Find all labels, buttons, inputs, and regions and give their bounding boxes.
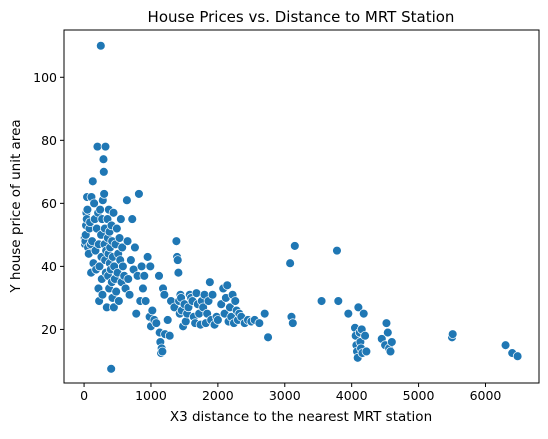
data-point [385,346,396,357]
chart-title: House Prices vs. Distance to MRT Station [148,8,455,26]
data-point [159,290,170,300]
data-point [162,315,173,325]
data-point [381,318,392,328]
data-point [383,327,393,338]
data-point [139,271,150,281]
data-point [82,204,93,215]
data-point [263,332,273,343]
x-axis-label: X3 distance to the nearest MRT station [170,409,432,425]
y-tick-label: 60 [41,196,57,211]
data-point [332,245,342,256]
data-point [171,236,182,246]
data-point [360,330,370,341]
plot-frame [63,29,540,384]
data-point [111,286,121,297]
data-point [94,261,105,272]
data-point [96,41,106,51]
data-point [88,176,98,187]
data-point [512,351,523,361]
data-point [136,261,147,272]
data-point [230,296,241,306]
data-point [213,315,223,325]
data-point [140,296,151,306]
data-point [154,271,164,281]
data-point [361,346,372,357]
data-point [447,329,458,339]
data-point [181,316,191,327]
y-tick-label: 40 [41,259,57,274]
data-point [106,364,116,374]
data-point [285,258,295,268]
x-tick-label: 5000 [403,388,435,403]
data-point [142,252,153,262]
data-point [147,305,158,316]
data-point [92,141,103,152]
y-axis-label: Y house price of unit area [8,119,24,293]
data-point [127,214,137,224]
x-tick-label: 0 [80,388,88,403]
y-tick-label: 20 [41,322,57,337]
data-point [130,242,140,253]
x-tick-label: 4000 [336,388,368,403]
data-point [358,308,369,319]
data-point [222,280,232,291]
data-point [122,236,133,246]
x-tick-label: 6000 [470,388,502,403]
data-point [131,308,142,319]
data-point [138,283,148,294]
data-point [259,308,270,319]
data-point [387,337,397,347]
data-point [116,214,126,224]
data-point [157,346,168,357]
data-point [500,340,511,350]
data-point [343,308,354,319]
data-point [114,296,124,306]
data-point [98,154,109,164]
data-point [145,261,156,272]
data-point [99,167,109,177]
data-point [164,330,175,341]
data-point [290,241,300,251]
data-point [288,318,298,328]
data-point [316,296,327,306]
data-point [353,302,364,313]
data-point [112,223,122,234]
data-points [79,41,523,374]
data-point [216,299,226,309]
data-point [109,302,119,313]
data-point [118,261,128,272]
x-tick-label: 3000 [269,388,301,403]
y-tick-label: 100 [33,70,57,85]
data-point [191,288,202,298]
data-point [99,189,109,199]
y-tick-label: 80 [41,133,57,148]
data-point [151,318,162,328]
x-axis-ticks: 0 1000 2000 3000 4000 5000 6000 [80,383,501,403]
data-point [172,255,183,265]
data-point [123,274,133,284]
data-point [117,242,127,253]
data-point [207,290,218,300]
data-point [100,141,111,152]
data-point [333,296,344,306]
y-axis-ticks: 20 40 60 80 100 [33,70,64,337]
data-point [205,277,215,287]
data-point [124,290,135,300]
data-point [254,318,265,328]
x-tick-label: 2000 [202,388,234,403]
data-point [95,204,105,215]
data-point [173,267,184,278]
data-point [122,195,132,205]
data-point [89,198,99,209]
data-point [108,208,119,218]
data-point [114,233,125,243]
data-point [126,255,136,265]
x-tick-label: 1000 [135,388,167,403]
data-point [97,290,108,300]
data-point [134,189,144,199]
